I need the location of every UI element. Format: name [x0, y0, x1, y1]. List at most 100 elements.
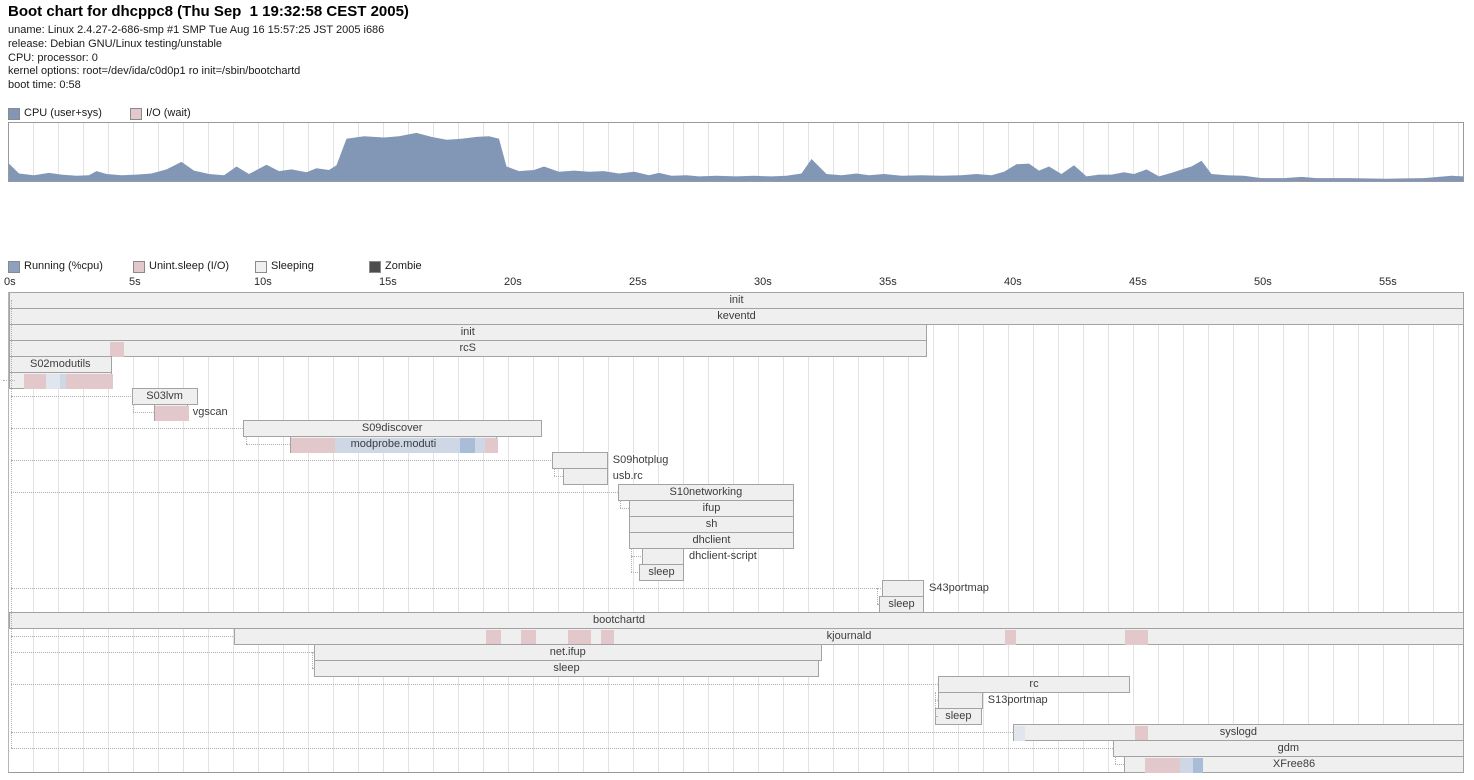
connector-line — [554, 476, 563, 477]
process-bar — [290, 436, 498, 453]
process-bar — [937, 676, 1131, 693]
process-segment-run — [460, 438, 475, 453]
connector-line — [11, 588, 881, 589]
cpu-legend-label: CPU (user+sys) — [24, 107, 102, 119]
process-bar — [9, 612, 1464, 629]
process-bar — [154, 404, 189, 421]
cpu-legend-label: I/O (wait) — [146, 107, 191, 119]
process-label: kjournald — [826, 630, 872, 642]
connector-line — [935, 716, 937, 717]
proc-legend-item: Zombie — [369, 260, 422, 273]
process-label: sleep — [553, 662, 580, 674]
process-bar — [641, 548, 684, 565]
proc-legend-label: Zombie — [385, 260, 422, 272]
process-segment-io — [486, 630, 502, 645]
connector-line — [620, 500, 621, 508]
process-label: modprobe.moduti — [350, 438, 437, 450]
axis-tick-label: 35s — [879, 276, 897, 288]
axis-tick-label: 5s — [129, 276, 141, 288]
process-segment-io — [23, 374, 47, 389]
process-bar — [9, 340, 927, 357]
connector-line — [246, 444, 290, 445]
process-label: init — [460, 326, 475, 338]
axis-tick-label: 10s — [254, 276, 272, 288]
process-bar — [1124, 756, 1464, 773]
process-label: bootchartd — [593, 614, 645, 626]
process-segment-pale — [335, 438, 460, 453]
proc-legend-item: Unint.sleep (I/O) — [133, 260, 229, 273]
axis-tick-label: 25s — [629, 276, 647, 288]
process-label: syslogd — [1219, 726, 1258, 738]
axis-tick-label: 40s — [1004, 276, 1022, 288]
connector-line — [554, 468, 555, 476]
cpu-legend-item: CPU (user+sys) — [8, 107, 102, 120]
connector-line — [11, 300, 12, 748]
connector-line — [11, 492, 618, 493]
connector-line — [631, 556, 641, 557]
process-label: rc — [1029, 678, 1039, 690]
cpu-area-plot — [9, 132, 1463, 181]
process-label: XFree86 — [1272, 758, 1316, 770]
connector-line — [11, 460, 551, 461]
process-segment-io — [291, 438, 335, 453]
connector-line — [631, 572, 638, 573]
process-label: S09discover — [361, 422, 423, 434]
process-label: ifup — [702, 502, 721, 514]
proc-legend-label: Running (%cpu) — [24, 260, 103, 272]
process-label: vgscan — [192, 406, 228, 418]
process-bar — [881, 580, 924, 597]
process-bar — [551, 452, 608, 469]
proc-legend-swatch-icon — [8, 261, 20, 273]
process-label: sleep — [945, 710, 972, 722]
proc-legend-swatch-icon — [255, 261, 267, 273]
process-segment-faint — [1013, 726, 1025, 741]
process-label: usb.rc — [612, 470, 643, 482]
axis-tick-label: 15s — [379, 276, 397, 288]
process-segment-io — [66, 374, 113, 389]
proc-legend-swatch-icon — [369, 261, 381, 273]
system-info: uname: Linux 2.4.27-2-686-smp #1 SMP Tue… — [8, 24, 385, 92]
process-label: S03lvm — [146, 390, 183, 402]
connector-line — [11, 652, 314, 653]
process-label: S10networking — [669, 486, 743, 498]
process-segment-io — [1125, 630, 1148, 645]
process-bar — [9, 372, 113, 389]
process-bar — [314, 660, 819, 677]
connector-line — [11, 428, 243, 429]
axis-tick-label: 45s — [1129, 276, 1147, 288]
process-segment-io — [110, 342, 124, 357]
process-segment-pale — [1180, 758, 1193, 773]
connector-line — [11, 684, 938, 685]
axis-tick-label: 20s — [504, 276, 522, 288]
cpu-legend-swatch-icon — [130, 108, 142, 120]
process-bar — [937, 692, 983, 709]
proc-legend-item: Sleeping — [255, 260, 314, 273]
proc-legend-label: Sleeping — [271, 260, 314, 272]
process-segment-io — [155, 406, 189, 421]
process-label: S13portmap — [987, 694, 1048, 706]
process-bar — [639, 564, 684, 581]
process-label: sleep — [888, 598, 915, 610]
connector-line — [246, 436, 247, 444]
process-segment-io — [521, 630, 537, 645]
process-label: net.ifup — [549, 646, 586, 658]
process-segment-io — [1005, 630, 1017, 645]
process-segment-run — [1192, 758, 1203, 773]
process-segment-faint — [46, 374, 60, 389]
process-segment-pale — [60, 374, 67, 389]
cpu-usage-chart — [8, 122, 1464, 182]
proc-legend-swatch-icon — [133, 261, 145, 273]
process-bar — [629, 532, 794, 549]
cpu-legend-swatch-icon — [8, 108, 20, 120]
process-state-legend: Running (%cpu) Unint.sleep (I/O) Sleeping Z… — [0, 260, 1474, 273]
axis-tick-label: 0s — [4, 276, 16, 288]
process-segment-pale — [475, 438, 485, 453]
connector-line — [11, 636, 233, 637]
process-label: S09hotplug — [612, 454, 669, 466]
cpu-legend-item: I/O (wait) — [130, 107, 191, 120]
process-label: rcS — [459, 342, 477, 354]
process-bar — [234, 628, 1464, 645]
process-gantt-chart: init keventd init rcS S02modutils S03lvm vgsca… — [3, 292, 1464, 773]
cpu-legend: CPU (user+sys) I/O (wait) — [0, 107, 1474, 120]
